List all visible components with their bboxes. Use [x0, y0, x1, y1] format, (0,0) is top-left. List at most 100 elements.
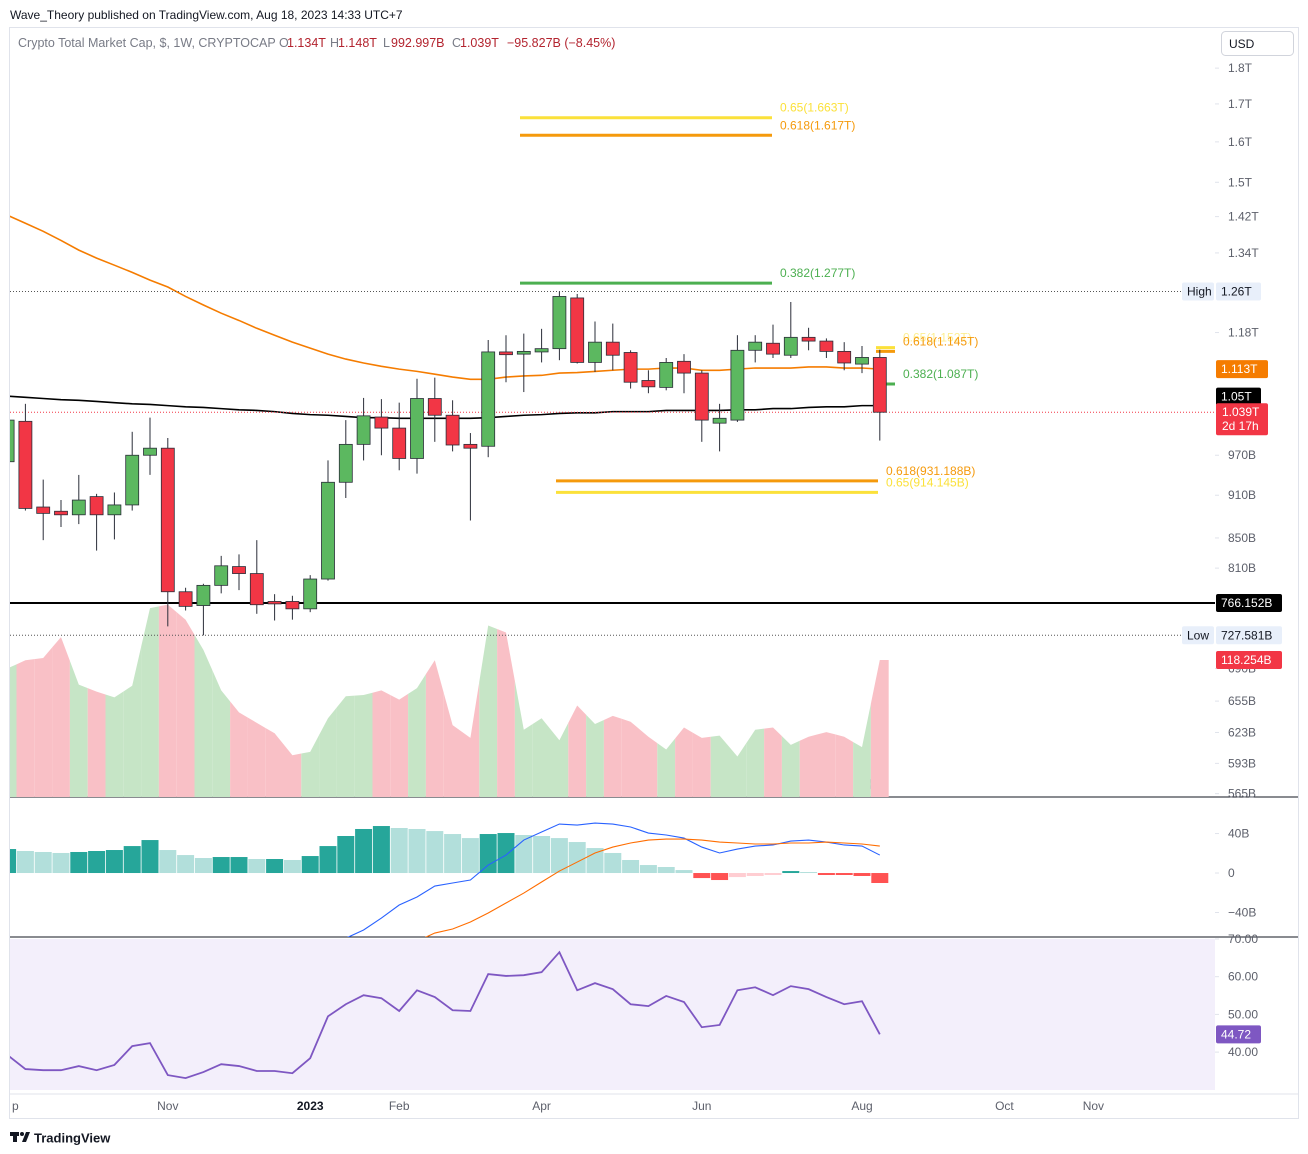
volume-area [799, 734, 818, 797]
candle-body [427, 398, 442, 416]
line [10, 950, 881, 1080]
volume-area [336, 695, 355, 797]
y-tick-label: 1.6T [1228, 135, 1253, 149]
candle-body [196, 584, 211, 606]
y-tick-label: 623B [1228, 725, 1256, 739]
volume-area [621, 718, 640, 797]
histogram-bar [390, 828, 408, 874]
currency-button[interactable] [1221, 31, 1294, 56]
change: −95.827B (−8.45%) [507, 36, 615, 50]
line-value-box [1216, 626, 1282, 645]
candle-body [712, 417, 727, 424]
volume-area [354, 692, 373, 797]
volume-area [176, 612, 195, 797]
candle-body [18, 420, 33, 509]
candle-body [321, 481, 335, 580]
candle-body [303, 578, 318, 610]
candle-body [125, 454, 140, 506]
histogram-bar [800, 872, 818, 874]
price-value: 1.039T [1222, 405, 1260, 419]
brand-logo [10, 1132, 30, 1142]
volume-area [657, 738, 676, 797]
volume-area [728, 743, 747, 797]
ma-value: 1.05T [1221, 390, 1252, 404]
histogram-bar [871, 873, 889, 883]
histogram-bar [355, 828, 373, 874]
histogram-bar [639, 865, 657, 874]
volume-area [835, 734, 854, 797]
logo-part [20, 1132, 24, 1136]
volume-area [817, 732, 836, 797]
currency[interactable]: USD [1229, 37, 1255, 51]
volume-area [372, 690, 391, 797]
volume-area [194, 634, 213, 797]
volume-area [425, 660, 444, 797]
histogram-bar [177, 855, 195, 874]
y-tick-label: 1.34T [1228, 246, 1259, 260]
candle-body [214, 565, 229, 586]
volume-area [52, 637, 70, 797]
candle-body [410, 398, 424, 459]
candle-body [516, 350, 531, 355]
y-tick-label: 1.8T [1228, 61, 1253, 75]
histogram-bar [408, 828, 426, 874]
volume-area [710, 735, 729, 797]
x-tick-label: Feb [389, 1099, 410, 1113]
fib-label: 0.618(1.617T) [780, 118, 855, 132]
volume-area [853, 703, 871, 797]
line-value: 727.581B [1221, 628, 1272, 642]
histogram-bar [16, 851, 34, 874]
rsi-value-box [1216, 1025, 1261, 1044]
candle-body [392, 427, 407, 459]
histogram-bar [515, 835, 533, 874]
histogram-bar [711, 873, 729, 881]
ohlc-value: 1.148T [338, 36, 377, 50]
candle-body [766, 342, 780, 355]
volume-area [514, 681, 533, 797]
histogram-bar [444, 834, 462, 874]
line-tag-box [1182, 282, 1214, 301]
volume-area [34, 647, 53, 797]
fib-label: 0.618(931.188B) [886, 464, 975, 478]
volume-area [123, 646, 142, 797]
ohlc-value: 1.134T [287, 36, 326, 50]
candle-body [819, 340, 834, 352]
x-tick-label: Apr [532, 1099, 551, 1113]
ohlc-key: L [383, 36, 390, 50]
histogram-bar [141, 840, 159, 874]
ohlc-key: H [330, 36, 339, 50]
histogram-bar [34, 851, 52, 874]
volume-area [532, 718, 551, 797]
histogram-bar [88, 851, 106, 874]
histogram-bar [230, 857, 248, 874]
candle-body [267, 601, 282, 605]
line-value: 766.152B [1221, 596, 1272, 610]
fib-label: 0.382(1.277T) [780, 266, 855, 280]
volume-area [319, 707, 337, 797]
histogram-bar [159, 850, 177, 874]
volume-value-box [1216, 650, 1282, 669]
line-value-box [1216, 593, 1282, 612]
line-tag-box [1182, 626, 1214, 645]
rsi-band [10, 939, 1215, 1090]
countdown: 2d 17h [1222, 419, 1259, 433]
histogram-bar [764, 873, 782, 875]
histogram-bar [283, 859, 301, 874]
volume-area [247, 717, 266, 797]
volume-area [69, 660, 88, 797]
volume-area [764, 727, 782, 797]
fib-label: 0.65(1.152T) [903, 331, 972, 345]
histogram-bar [604, 852, 622, 874]
candle-body [463, 443, 478, 449]
candle-body [694, 372, 709, 421]
y-tick-label: 655B [1228, 694, 1256, 708]
candle-body [160, 447, 175, 593]
histogram-bar [586, 848, 604, 874]
histogram-bar [301, 856, 319, 874]
line-value: 1.26T [1221, 284, 1252, 298]
volume-area [283, 744, 302, 797]
candle-body [855, 357, 869, 365]
line-tag: High [1187, 284, 1212, 298]
histogram-bar [550, 838, 568, 874]
